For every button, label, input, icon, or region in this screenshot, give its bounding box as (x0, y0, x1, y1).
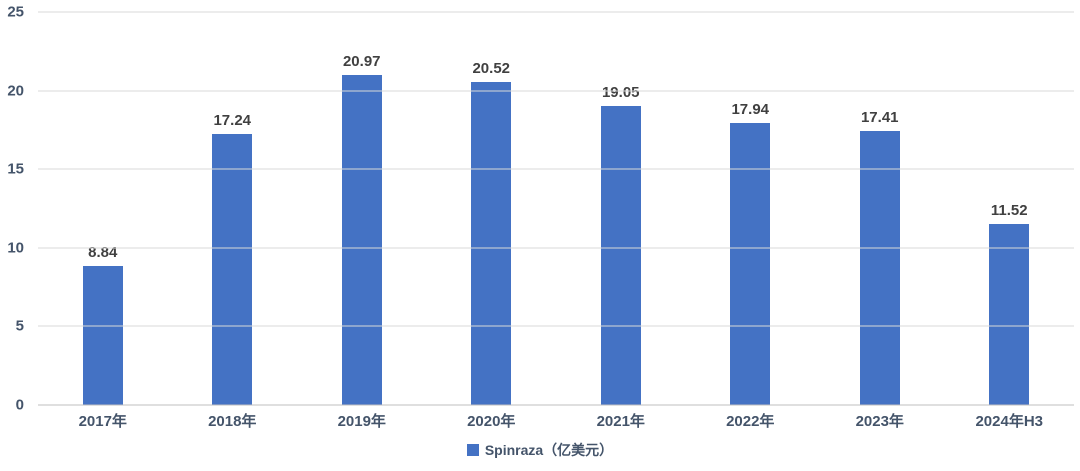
bar-slot: 19.05 (556, 12, 686, 405)
x-tick-label: 2023年 (855, 413, 904, 430)
x-tick-label: 2022年 (726, 413, 775, 430)
bar-value-label: 11.52 (990, 201, 1028, 219)
gridline (38, 168, 1074, 170)
bar (730, 122, 771, 405)
legend: Spinraza（亿美元） (0, 443, 1080, 457)
legend-label: Spinraza（亿美元） (484, 442, 614, 458)
x-axis: 2017年 2018年 2019年 2020年 2021年 2022年 2023年 2024年… (38, 410, 1074, 431)
bar-value-label: 17.41 (860, 109, 899, 127)
bar-value-label: 19.05 (601, 83, 640, 101)
x-axis-baseline (38, 404, 1074, 406)
bar-value-label: 17.94 (731, 100, 770, 118)
bar (212, 134, 253, 405)
x-tick-label: 2019年 (337, 413, 386, 430)
bar-value-label: 20.52 (472, 60, 511, 78)
bar-slot: 11.52 (945, 12, 1075, 405)
bar-slot: 8.84 (38, 12, 168, 405)
gridline (38, 325, 1074, 327)
x-tick-label: 2024年H3 (975, 413, 1044, 430)
plot-area: 8.84 17.24 20.97 20.52 19.05 17.94 17.41 11.52 (38, 11, 1074, 406)
gridline (38, 11, 1074, 13)
bar-slot: 20.52 (427, 12, 557, 405)
y-tick-label: 25 (7, 3, 24, 21)
bar-slot: 20.97 (297, 12, 427, 405)
bar (859, 131, 900, 405)
bar (341, 75, 382, 405)
bar (600, 105, 641, 405)
bar-slot: 17.94 (686, 12, 816, 405)
x-tick-label: 2017年 (78, 413, 127, 430)
y-tick-label: 10 (7, 239, 24, 257)
bar-slot: 17.24 (168, 12, 298, 405)
y-tick-label: 0 (15, 396, 24, 414)
y-tick-label: 20 (7, 82, 24, 100)
bar-slot: 17.41 (815, 12, 945, 405)
bar-value-label: 20.97 (342, 53, 381, 71)
bar-value-label: 8.84 (88, 244, 118, 262)
x-tick-label: 2020年 (467, 413, 516, 430)
gridline (38, 90, 1074, 92)
gridline (38, 247, 1074, 249)
bar (82, 266, 123, 405)
bar-value-label: 17.24 (213, 112, 252, 129)
legend-swatch-icon (466, 444, 479, 456)
bars-row: 8.84 17.24 20.97 20.52 19.05 17.94 17.41 11.52 (38, 12, 1074, 405)
bar (471, 82, 512, 405)
x-tick-label: 2018年 (208, 413, 257, 430)
y-tick-label: 5 (15, 317, 24, 335)
x-tick-label: 2021年 (596, 413, 645, 430)
bar (989, 223, 1030, 405)
y-tick-label: 15 (7, 160, 24, 178)
y-axis: 0 5 10 15 20 25 (0, 5, 30, 413)
